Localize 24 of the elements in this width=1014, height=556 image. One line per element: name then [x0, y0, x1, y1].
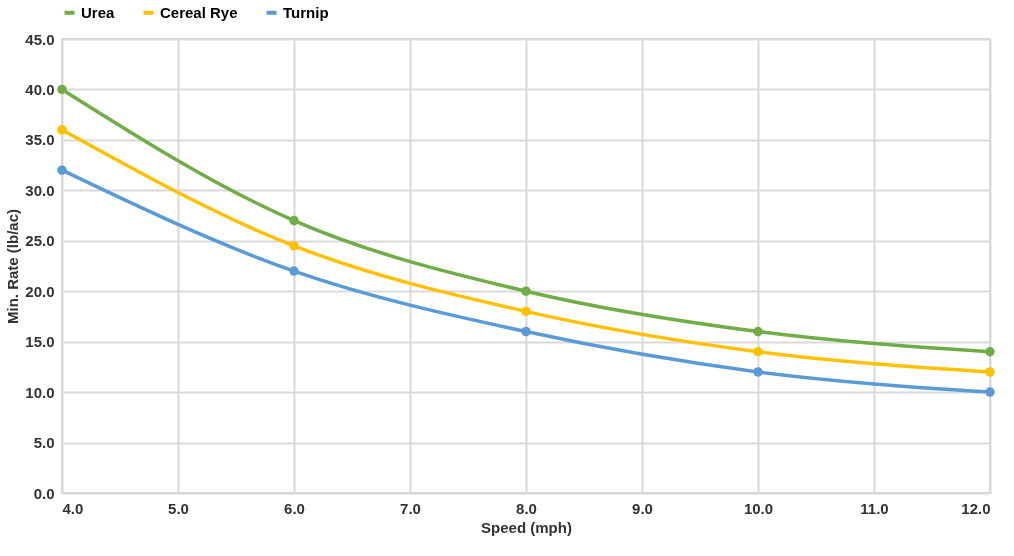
- x-tick-label: 4.0: [62, 499, 84, 517]
- x-tick-label: 10.0: [743, 499, 774, 517]
- y-axis-title: Min. Rate (lb/ac): [4, 208, 22, 325]
- x-tick-label: 11.0: [860, 499, 889, 517]
- x-tick-label: 5.0: [168, 499, 189, 517]
- legend-label: Urea: [81, 3, 116, 21]
- y-tick-label: 45.0: [25, 30, 55, 48]
- y-tick-label: 5.0: [33, 434, 55, 452]
- legend-label: Turnip: [283, 3, 329, 21]
- x-tick-label: 8.0: [516, 499, 537, 517]
- legend-label: Cereal Rye: [160, 3, 238, 21]
- x-tick-label: 12.0: [961, 499, 991, 517]
- y-tick-label: 15.0: [25, 333, 55, 351]
- x-axis-title: Speed (mph): [481, 518, 572, 536]
- y-tick-label: 20.0: [25, 282, 55, 300]
- x-tick-label: 6.0: [284, 499, 305, 517]
- y-tick-label: 0.0: [33, 484, 55, 502]
- x-tick-label: 7.0: [400, 499, 421, 517]
- y-tick-label: 35.0: [25, 131, 55, 149]
- y-tick-label: 25.0: [25, 232, 55, 250]
- y-tick-label: 30.0: [25, 181, 55, 199]
- x-tick-label: 9.0: [632, 499, 653, 517]
- y-tick-label: 10.0: [25, 383, 55, 401]
- y-tick-label: 40.0: [25, 80, 55, 98]
